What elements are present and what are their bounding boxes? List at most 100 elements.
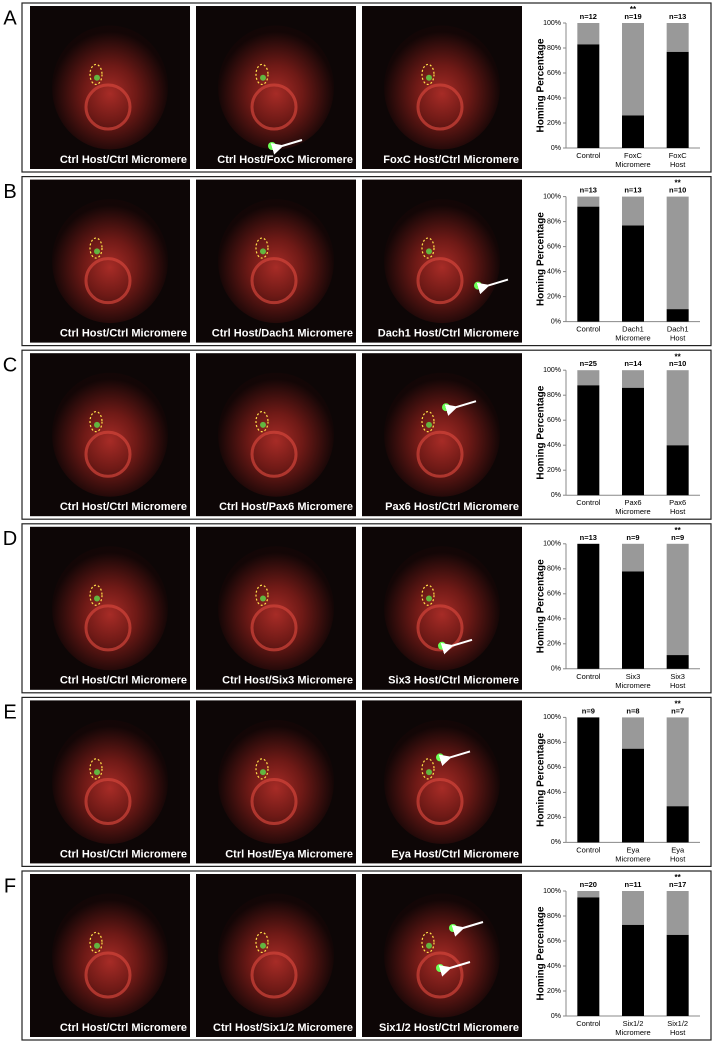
n-label: n=10 <box>669 359 686 368</box>
y-tick-label: 80% <box>547 218 561 225</box>
micrograph: Dach1 Host/Ctrl Micromere <box>362 179 522 343</box>
bar-segment <box>622 387 644 496</box>
embryo-gut <box>250 83 298 131</box>
homing-site <box>89 584 103 606</box>
micrograph: Ctrl Host/Ctrl Micromere <box>30 526 190 690</box>
micrograph: Ctrl Host/Dach1 Micromere <box>196 179 356 343</box>
bar-segment <box>622 924 644 1016</box>
embryo-gut <box>84 257 132 305</box>
significance-label: ** <box>675 179 682 188</box>
homing-site <box>255 758 269 780</box>
image-caption: Pax6 Host/Ctrl Micromere <box>385 501 519 513</box>
micrograph: FoxC Host/Ctrl Micromere <box>362 6 522 169</box>
x-tick-label: Host <box>670 160 686 169</box>
image-caption: Ctrl Host/Ctrl Micromere <box>60 328 187 340</box>
image-caption: FoxC Host/Ctrl Micromere <box>383 154 519 166</box>
bar-segment <box>577 543 600 669</box>
panel-frame <box>21 2 712 173</box>
panel-letter: D <box>3 528 17 550</box>
micrograph: Ctrl Host/Six3 Micromere <box>196 526 356 690</box>
n-label: n=10 <box>669 186 686 195</box>
y-tick-label: 60% <box>547 764 561 771</box>
micrograph: Ctrl Host/FoxC Micromere <box>196 6 356 169</box>
y-tick-label: 100% <box>543 714 561 721</box>
green-cell <box>260 74 266 81</box>
arrow <box>438 961 471 977</box>
y-tick-label: 20% <box>547 814 561 821</box>
significance-label: ** <box>630 5 637 14</box>
x-tick-label: FoxC <box>669 151 688 160</box>
image-caption: Ctrl Host/Six1/2 Micromere <box>213 1022 353 1034</box>
y-tick-label: 20% <box>547 641 561 648</box>
green-cell <box>438 641 446 650</box>
arrow <box>440 638 473 655</box>
y-axis-label: Homing Percentage <box>536 559 547 653</box>
panel-letter: F <box>4 875 16 897</box>
micrograph: Ctrl Host/Eya Micromere <box>196 700 356 864</box>
y-axis-label: Homing Percentage <box>536 385 547 479</box>
bar-segment <box>577 196 600 207</box>
image-caption: Ctrl Host/Ctrl Micromere <box>60 1022 187 1034</box>
x-tick-label: Host <box>670 1028 686 1037</box>
image-caption: Ctrl Host/FoxC Micromere <box>217 154 353 166</box>
micrograph: Ctrl Host/Ctrl Micromere <box>30 700 190 864</box>
embryo-gut <box>250 257 298 305</box>
x-tick-label: Micromere <box>615 160 650 169</box>
arrow <box>270 139 303 155</box>
bar-segment <box>577 44 600 148</box>
bar-segment <box>577 370 600 386</box>
embryo <box>218 546 334 671</box>
x-tick-label: Host <box>670 507 686 516</box>
n-label: n=9 <box>626 533 639 542</box>
homing-site <box>255 63 269 86</box>
y-tick-label: 0% <box>551 1013 561 1020</box>
homing-site <box>421 758 435 780</box>
x-tick-label: Control <box>576 845 601 854</box>
bar-segment <box>622 23 644 116</box>
embryo <box>384 546 500 671</box>
y-tick-label: 40% <box>547 95 561 102</box>
embryo-gut <box>84 430 132 478</box>
bar-segment <box>622 891 644 925</box>
homing-site <box>255 931 269 954</box>
y-tick-label: 60% <box>547 938 561 945</box>
green-cell <box>260 942 266 949</box>
micrograph: Ctrl Host/Ctrl Micromere <box>30 179 190 343</box>
bar-segment <box>622 370 644 388</box>
x-tick-label: Control <box>576 498 601 507</box>
micrograph: Pax6 Host/Ctrl Micromere <box>362 353 522 517</box>
image-caption: Six1/2 Host/Ctrl Micromere <box>379 1022 519 1034</box>
micrograph: Ctrl Host/Ctrl Micromere <box>30 6 190 169</box>
embryo <box>384 199 500 324</box>
micrograph: Ctrl Host/Ctrl Micromere <box>30 353 190 517</box>
image-caption: Eya Host/Ctrl Micromere <box>391 848 519 860</box>
panel-letter: B <box>3 181 16 203</box>
homing-site <box>89 411 103 433</box>
bar-segment <box>622 571 644 669</box>
bar-segment <box>666 51 689 148</box>
n-label: n=8 <box>626 706 639 715</box>
y-tick-label: 20% <box>547 293 561 300</box>
embryo <box>52 372 168 497</box>
green-cell <box>426 421 432 428</box>
bar-segment <box>577 206 600 322</box>
embryo <box>218 719 334 844</box>
n-label: n=9 <box>671 533 684 542</box>
bar-segment <box>622 543 644 572</box>
y-tick-label: 100% <box>543 193 561 200</box>
embryo <box>384 719 500 844</box>
bar-segment <box>666 806 689 843</box>
green-cell <box>426 595 432 602</box>
bar-segment <box>622 748 644 843</box>
bar-segment <box>577 897 600 1016</box>
x-tick-label: Control <box>576 672 601 681</box>
y-tick-label: 0% <box>551 666 561 673</box>
green-cell <box>426 942 432 949</box>
micrograph: Eya Host/Ctrl Micromere <box>362 700 522 864</box>
green-cell <box>426 74 432 81</box>
significance-label: ** <box>675 352 682 361</box>
y-tick-label: 60% <box>547 591 561 598</box>
y-tick-label: 80% <box>547 392 561 399</box>
green-cell <box>94 248 100 255</box>
embryo <box>384 25 500 150</box>
